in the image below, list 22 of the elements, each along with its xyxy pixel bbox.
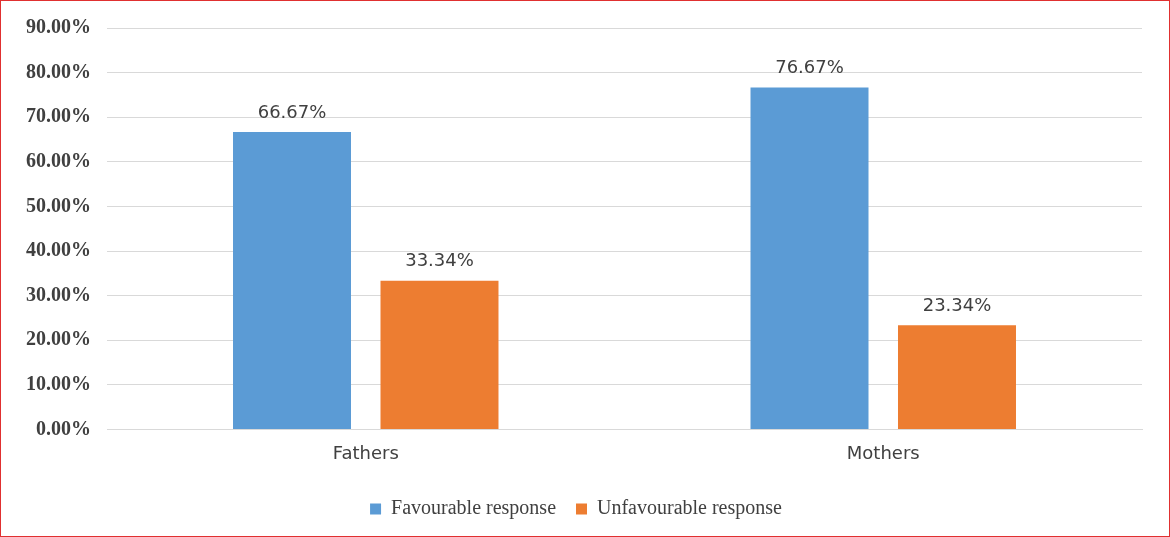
- bar: [750, 87, 869, 429]
- y-tick-label: 10.00%: [26, 371, 91, 394]
- bar: [233, 132, 351, 429]
- y-tick-label: 80.00%: [26, 59, 91, 82]
- x-tick-label: Fathers: [332, 441, 399, 463]
- data-label: 23.34%: [922, 293, 992, 315]
- y-tick-label: 70.00%: [26, 104, 91, 127]
- bar: [380, 280, 499, 429]
- legend-label: Unfavourable response: [597, 496, 783, 520]
- y-tick-label: 0.00%: [36, 416, 91, 439]
- y-tick-label: 40.00%: [26, 238, 91, 261]
- bar: [898, 325, 1016, 429]
- y-tick-label: 60.00%: [26, 148, 91, 171]
- legend-label: Favourable response: [391, 496, 557, 520]
- y-tick-label: 50.00%: [26, 193, 91, 216]
- y-tick-label: 90.00%: [26, 15, 91, 38]
- data-label: 76.67%: [775, 56, 844, 78]
- data-label: 33.34%: [405, 249, 474, 271]
- y-tick-label: 30.00%: [26, 282, 91, 305]
- data-label: 66.67%: [257, 100, 327, 122]
- x-tick-label: Mothers: [846, 441, 920, 463]
- y-tick-label: 20.00%: [26, 327, 91, 350]
